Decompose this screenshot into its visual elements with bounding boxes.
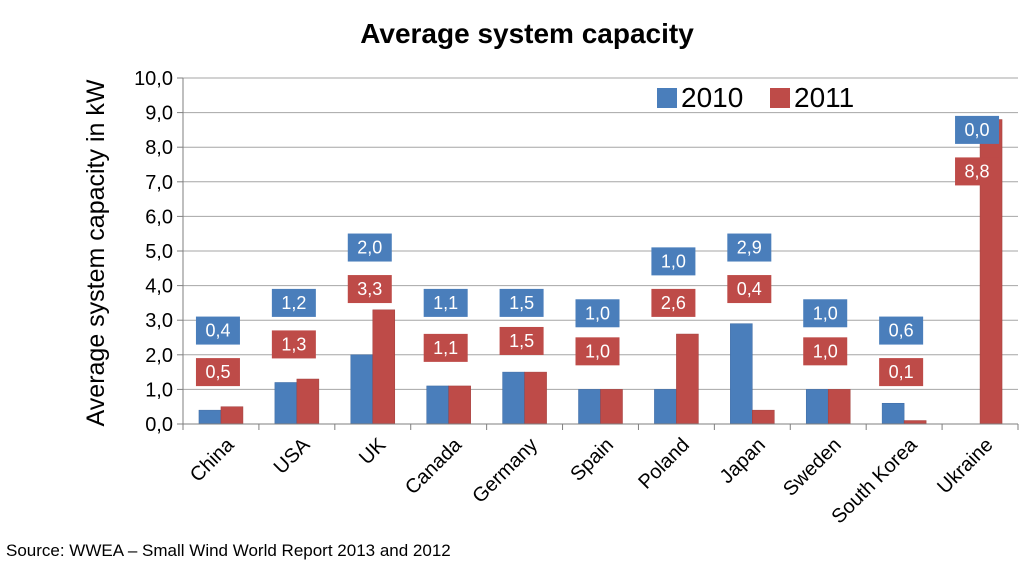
x-tick-label-germany: Germany: [468, 434, 542, 508]
bar-japan-2010: [730, 323, 753, 425]
data-label-box-germany-2010: [499, 288, 544, 317]
data-label-canada-2010: 1,1: [433, 293, 458, 313]
x-tick-label-china: China: [186, 433, 239, 486]
data-label-box-japan-2010: [727, 233, 772, 262]
data-label-box-ukraine-2010: [955, 115, 1000, 144]
chart-title: Average system capacity: [360, 18, 694, 49]
bar-south-korea-2011: [903, 420, 927, 425]
data-label-germany-2011: 1,5: [509, 331, 534, 351]
y-tick-label: 2,0: [145, 345, 173, 367]
bar-spain-2010: [578, 389, 601, 425]
data-label-box-spain-2010: [575, 299, 620, 328]
data-label-south-korea-2010: 0,6: [889, 321, 914, 341]
data-label-south-korea-2011: 0,1: [889, 362, 914, 382]
data-label-usa-2011: 1,3: [281, 334, 306, 354]
bar-uk-2010: [350, 354, 374, 425]
bar-usa-2010: [274, 382, 298, 425]
x-tick-label-canada: Canada: [401, 433, 467, 499]
bar-uk-2011: [372, 309, 396, 425]
data-label-box-china-2011: [195, 358, 240, 387]
bar-usa-2011: [296, 378, 320, 425]
data-label-box-poland-2010: [651, 247, 696, 276]
data-label-sweden-2010: 1,0: [813, 303, 838, 323]
data-labels: 0,4 0,5 1,2 1,3 2,0 3,3 1,1 1,1 1,5 1,5 1,0 1,0 1,0 2…: [195, 115, 1000, 387]
y-tick-label: 9,0: [145, 103, 173, 125]
legend-label-2011: 2011: [794, 82, 854, 113]
y-tick-label: 6,0: [145, 206, 173, 228]
data-label-box-canada-2010: [423, 288, 468, 317]
data-label-canada-2011: 1,1: [433, 338, 458, 358]
data-label-box-poland-2011: [651, 288, 696, 317]
data-label-uk-2011: 3,3: [357, 279, 382, 299]
bar-japan-2011: [752, 409, 775, 425]
x-tick-label-spain: Spain: [566, 434, 618, 486]
y-tick-label: 3,0: [145, 310, 173, 332]
data-label-box-spain-2011: [575, 337, 620, 366]
y-tick-label: 5,0: [145, 241, 173, 263]
data-label-box-usa-2011: [271, 330, 316, 359]
y-axis-label: Average system capacity in kW: [82, 79, 110, 426]
legend: 2010 2011: [657, 82, 854, 113]
data-label-spain-2011: 1,0: [585, 341, 610, 361]
bar-spain-2011: [600, 389, 623, 425]
data-label-box-uk-2010: [347, 233, 392, 262]
bar-poland-2011: [676, 333, 699, 425]
data-label-box-south-korea-2011: [879, 358, 924, 387]
x-tick-label-japan: Japan: [716, 434, 770, 488]
data-label-poland-2010: 1,0: [661, 251, 686, 271]
legend-label-2010: 2010: [681, 82, 743, 113]
x-tick-label-sweden: Sweden: [779, 434, 846, 501]
data-label-box-sweden-2011: [803, 337, 848, 366]
bar-canada-2011: [448, 385, 471, 425]
data-label-box-germany-2011: [499, 326, 544, 355]
x-tick-label-usa: USA: [270, 434, 315, 479]
bar-canada-2010: [426, 385, 449, 425]
data-label-box-canada-2011: [423, 333, 468, 362]
bar-germany-2010: [502, 371, 525, 425]
data-label-japan-2010: 2,9: [737, 238, 762, 258]
data-label-sweden-2011: 1,0: [813, 341, 838, 361]
bar-south-korea-2010: [881, 402, 905, 425]
bar-poland-2010: [654, 389, 677, 425]
data-label-box-south-korea-2010: [879, 316, 924, 345]
bars: [198, 119, 1003, 425]
bar-china-2010: [198, 409, 222, 425]
x-tick-label-poland: Poland: [634, 434, 694, 494]
legend-swatch-2011: [770, 88, 790, 108]
data-label-japan-2011: 0,4: [737, 279, 762, 299]
y-tick-label: 0,0: [145, 414, 173, 436]
bar-sweden-2011: [827, 389, 851, 425]
data-label-poland-2011: 2,6: [661, 293, 686, 313]
source-note: Source: WWEA – Small Wind World Report 2…: [6, 541, 451, 560]
data-label-spain-2010: 1,0: [585, 303, 610, 323]
data-label-germany-2010: 1,5: [509, 293, 534, 313]
legend-swatch-2010: [657, 88, 677, 108]
y-tick-label: 10,0: [134, 68, 173, 90]
bar-china-2011: [220, 406, 244, 425]
y-tick-label: 1,0: [145, 379, 173, 401]
data-label-ukraine-2010: 0,0: [965, 120, 990, 140]
bar-sweden-2010: [805, 389, 829, 425]
data-label-box-japan-2011: [727, 275, 772, 304]
data-label-box-ukraine-2011: [955, 157, 1000, 186]
data-label-box-sweden-2010: [803, 299, 848, 328]
data-label-china-2010: 0,4: [205, 321, 230, 341]
data-label-box-uk-2011: [347, 275, 392, 304]
data-label-usa-2010: 1,2: [281, 293, 306, 313]
data-label-box-china-2010: [195, 316, 240, 345]
data-label-uk-2010: 2,0: [357, 238, 382, 258]
y-tick-label: 7,0: [145, 172, 173, 194]
data-label-ukraine-2011: 8,8: [965, 161, 990, 181]
bar-germany-2011: [524, 371, 547, 425]
y-tick-label: 4,0: [145, 276, 173, 298]
data-label-box-usa-2010: [271, 288, 316, 317]
y-tick-label: 8,0: [145, 137, 173, 159]
x-tick-label-ukraine: Ukraine: [933, 434, 997, 498]
grid-lines: [183, 77, 1018, 425]
axes: 0,0 1,0 2,0 3,0 4,0 5,0 6,0 7,0 8,0 9,0 10,0 China U…: [134, 68, 1019, 528]
x-tick-label-uk: UK: [355, 434, 391, 470]
data-label-china-2011: 0,5: [205, 362, 230, 382]
